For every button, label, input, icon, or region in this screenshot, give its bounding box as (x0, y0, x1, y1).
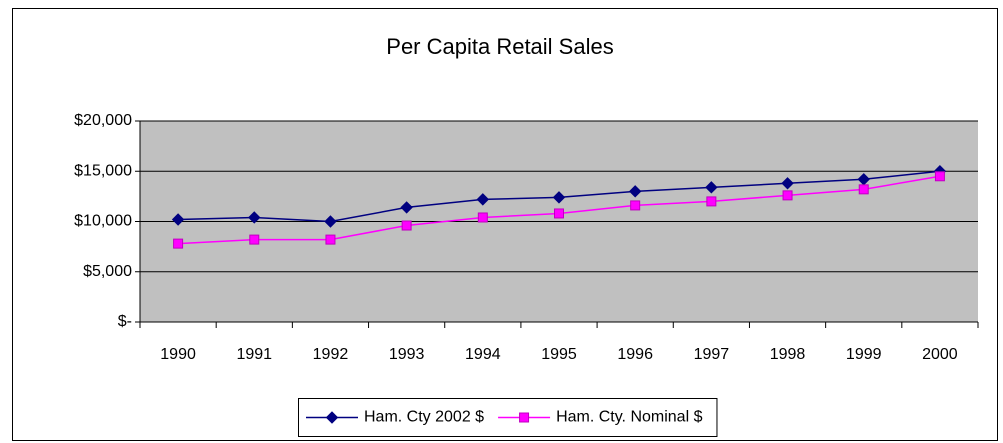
x-tick-label: 1994 (465, 346, 501, 363)
x-tick-label: 1998 (770, 346, 806, 363)
data-point (171, 213, 185, 226)
legend-marker (325, 411, 339, 424)
data-point (173, 238, 184, 249)
data-point (934, 171, 945, 182)
x-tick-label: 1995 (541, 346, 577, 363)
legend-marker (519, 412, 530, 423)
x-tick-label: 1997 (694, 346, 730, 363)
y-tick-label: $5,000 (83, 263, 132, 280)
data-point (782, 190, 793, 201)
data-point (552, 191, 566, 204)
legend-label: Ham. Cty 2002 $ (364, 409, 484, 426)
data-point (325, 234, 336, 245)
data-point (858, 184, 869, 195)
x-tick-label: 2000 (922, 346, 958, 363)
x-tick-label: 1999 (846, 346, 882, 363)
x-tick-label: 1991 (236, 346, 272, 363)
data-point (249, 234, 260, 245)
data-point (628, 185, 642, 198)
chart-title: Per Capita Retail Sales (386, 34, 613, 59)
y-tick-label: $10,000 (74, 213, 132, 230)
y-tick-label: $15,000 (74, 162, 132, 179)
data-point (706, 196, 717, 207)
data-point (477, 212, 488, 223)
data-point (630, 200, 641, 211)
data-point (554, 208, 564, 219)
legend-label: Ham. Cty. Nominal $ (556, 409, 703, 426)
data-point (705, 181, 718, 194)
data-point (476, 193, 490, 206)
y-tick-label: $20,000 (74, 112, 132, 129)
y-tick-label: $- (118, 313, 132, 330)
data-point (400, 201, 413, 214)
legend: Ham. Cty 2002 $ Ham. Cty. Nominal $ (298, 398, 718, 437)
x-tick-label: 1992 (313, 346, 349, 363)
data-point (324, 215, 337, 228)
data-point (401, 220, 412, 231)
data-point (248, 211, 261, 224)
x-tick-label: 1996 (617, 346, 653, 363)
x-tick-label: 1990 (160, 346, 196, 363)
x-tick-label: 1993 (389, 346, 425, 363)
data-point (781, 177, 794, 190)
